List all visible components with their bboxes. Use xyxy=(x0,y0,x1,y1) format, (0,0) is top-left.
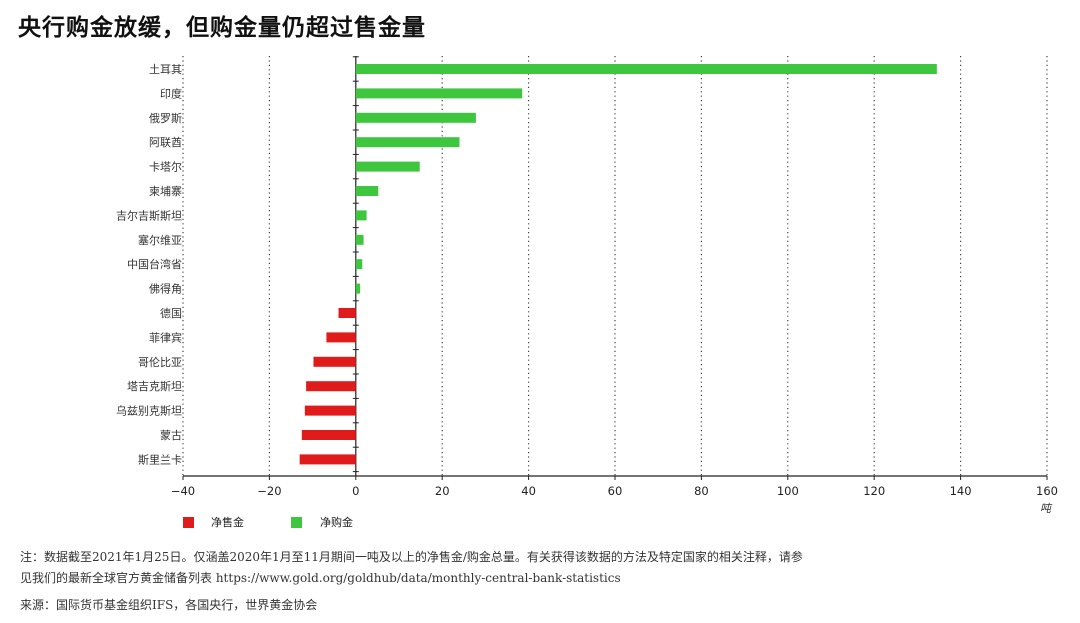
x-tick-label: 100 xyxy=(777,484,799,498)
category-label: 塞尔维亚 xyxy=(138,233,182,247)
category-label: 佛得角 xyxy=(149,283,182,296)
source-note: 来源：国际货币基金组织IFS，各国央行，世界黄金协会 xyxy=(20,598,318,612)
note-line-2: 见我们的最新全球官方黄金储备列表 https://www.gold.org/go… xyxy=(20,571,621,585)
category-label: 吉尔吉斯斯坦 xyxy=(116,208,182,222)
bar-3 xyxy=(355,137,460,148)
category-label: 斯里兰卡 xyxy=(138,453,182,466)
note-line-1: 注：数据截至2021年1月25日。仅涵盖2020年1月至11月期间一吨及以上的净… xyxy=(20,550,803,564)
category-label: 印度 xyxy=(160,86,182,100)
category-label: 德国 xyxy=(160,306,182,320)
bar-1 xyxy=(355,88,523,99)
bar-10 xyxy=(338,308,356,318)
legend-swatch xyxy=(183,517,194,528)
x-tick-label: 140 xyxy=(950,484,972,498)
category-label: 中国台湾省 xyxy=(127,257,182,271)
x-tick-labels: −40 −20 0 20 40 60 80 100 120 140 160 xyxy=(171,484,1058,498)
category-label: 俄罗斯 xyxy=(149,112,182,125)
category-label: 蒙古 xyxy=(160,429,182,442)
bar-7 xyxy=(355,234,364,245)
legend: 净售金 净购金 xyxy=(183,515,353,529)
x-tick-label: 120 xyxy=(863,484,885,498)
category-label: 塔吉克斯坦 xyxy=(127,379,182,393)
category-label: 阿联酋 xyxy=(149,135,182,149)
bars xyxy=(299,64,937,465)
category-label: 土耳其 xyxy=(149,63,182,76)
bar-8 xyxy=(355,259,363,270)
bar-11 xyxy=(326,332,356,343)
bar-14 xyxy=(304,405,356,416)
legend-label: 净购金 xyxy=(320,515,353,529)
x-tick-label: −40 xyxy=(171,484,195,498)
legend-label: 净售金 xyxy=(211,515,244,529)
x-tick-label: −20 xyxy=(257,484,281,498)
x-tick-label: 20 xyxy=(435,484,450,498)
x-tick-label: 40 xyxy=(521,484,536,498)
unit-label: 吨 xyxy=(1040,502,1053,515)
bar-15 xyxy=(301,430,356,440)
bar-16 xyxy=(299,454,356,465)
legend-swatch xyxy=(291,517,302,528)
category-label: 乌兹别克斯坦 xyxy=(116,404,182,418)
chart-title: 央行购金放缓，但购金量仍超过售金量 xyxy=(18,15,426,41)
category-label: 哥伦比亚 xyxy=(138,355,182,369)
bar-4 xyxy=(355,161,420,172)
x-tick-label: 60 xyxy=(608,484,623,498)
bar-13 xyxy=(306,381,356,392)
category-label: 卡塔尔 xyxy=(149,161,182,174)
bar-5 xyxy=(355,186,379,196)
x-tick-label: 160 xyxy=(1036,484,1058,498)
bar-2 xyxy=(355,112,476,123)
bar-12 xyxy=(313,356,356,367)
bar-9 xyxy=(355,283,361,294)
x-tick-label: 0 xyxy=(352,484,359,498)
bar-0 xyxy=(355,64,937,74)
category-labels: 土耳其印度俄罗斯阿联酋卡塔尔柬埔寨吉尔吉斯斯坦塞尔维亚中国台湾省佛得角德国菲律宾… xyxy=(116,63,182,466)
category-label: 柬埔寨 xyxy=(149,184,182,198)
category-label: 菲律宾 xyxy=(149,330,182,344)
x-tick-label: 80 xyxy=(694,484,709,498)
bar-6 xyxy=(355,210,367,221)
